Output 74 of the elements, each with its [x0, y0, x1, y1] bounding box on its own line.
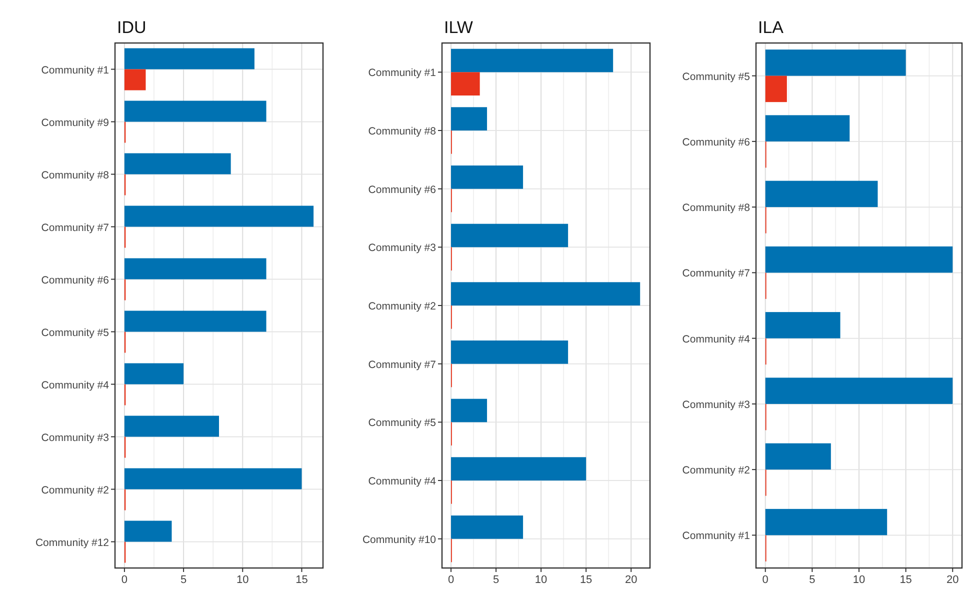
x-tick-label: 20 — [946, 574, 959, 586]
bar — [124, 100, 266, 122]
y-tick-label: Community #4 — [41, 379, 110, 392]
bar — [451, 282, 640, 306]
y-tick-label: Community #9 — [41, 116, 110, 129]
bar — [124, 48, 254, 70]
y-tick-label: Community #6 — [368, 184, 436, 196]
y-tick-label: Community #2 — [41, 484, 110, 496]
y-tick-label: Community #6 — [682, 136, 750, 148]
x-tick-label: 10 — [852, 574, 866, 586]
bar — [124, 310, 266, 332]
bar — [124, 416, 219, 437]
bar — [451, 398, 488, 422]
y-tick-label: Community #7 — [682, 268, 750, 280]
x-tick-label: 0 — [121, 574, 128, 586]
bar — [124, 468, 302, 490]
bar — [124, 153, 231, 174]
bar — [451, 516, 524, 539]
x-tick-label: 20 — [624, 574, 638, 586]
bar — [451, 166, 524, 189]
x-tick-label: 10 — [534, 574, 548, 586]
chart-title: ILW — [444, 18, 473, 37]
y-tick-label: Community #3 — [368, 242, 436, 254]
x-tick-label: 5 — [180, 574, 187, 586]
y-tick-label: Community #5 — [368, 417, 436, 430]
bar — [451, 48, 614, 72]
bar — [451, 340, 568, 364]
y-tick-label: Community #1 — [368, 67, 436, 80]
y-tick-label: Community #6 — [41, 274, 110, 286]
x-tick-label: 10 — [236, 574, 249, 586]
bar — [765, 246, 953, 273]
y-tick-label: Community #8 — [682, 202, 750, 214]
bar — [765, 378, 953, 404]
bar — [124, 520, 172, 542]
bar — [451, 107, 488, 130]
y-tick-label: Community #2 — [682, 464, 750, 477]
bar — [765, 180, 878, 208]
bar — [451, 72, 480, 96]
y-tick-label: Community #7 — [368, 358, 436, 371]
y-tick-label: Community #1 — [41, 64, 110, 76]
x-tick-label: 0 — [762, 574, 768, 586]
bar — [124, 206, 314, 227]
y-tick-label: Community #7 — [41, 222, 110, 234]
y-tick-label: Community #12 — [35, 536, 110, 549]
bar — [765, 115, 850, 142]
y-tick-label: Community #4 — [368, 476, 436, 488]
y-tick-label: Community #8 — [41, 169, 110, 182]
bar — [451, 224, 568, 248]
y-tick-label: Community #1 — [682, 530, 750, 542]
x-tick-label: 0 — [448, 574, 454, 586]
y-tick-label: Community #2 — [368, 300, 436, 312]
x-tick-label: 15 — [580, 574, 592, 586]
bar — [765, 443, 831, 470]
bar — [124, 363, 184, 384]
y-tick-label: Community #10 — [362, 534, 436, 546]
y-tick-label: Community #3 — [41, 432, 110, 444]
bar — [124, 258, 266, 280]
bar — [124, 69, 146, 90]
bar — [765, 76, 787, 102]
y-tick-label: Community #8 — [368, 126, 436, 138]
x-tick-label: 5 — [492, 574, 500, 586]
chart-title: ILA — [758, 18, 784, 37]
y-tick-label: Community #5 — [41, 326, 110, 339]
bar — [765, 508, 888, 536]
bar — [451, 457, 586, 480]
chart-title: IDU — [117, 18, 146, 37]
y-tick-label: Community #3 — [682, 398, 750, 411]
bar — [765, 50, 906, 76]
bar — [765, 312, 840, 338]
y-tick-label: Community #4 — [682, 333, 750, 346]
x-tick-label: 15 — [900, 574, 912, 586]
x-tick-label: 5 — [809, 574, 816, 586]
y-tick-label: Community #5 — [682, 70, 750, 83]
x-tick-label: 15 — [296, 574, 308, 586]
